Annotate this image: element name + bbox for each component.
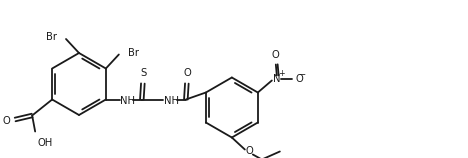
Text: O: O [272,51,280,61]
Text: O: O [296,73,304,83]
Text: N: N [273,73,281,83]
Text: O: O [184,69,192,79]
Text: +: + [278,69,285,78]
Text: O: O [2,115,10,125]
Text: OH: OH [37,139,52,149]
Text: Br: Br [46,32,57,42]
Text: NH: NH [164,95,179,106]
Text: Br: Br [128,48,139,58]
Text: NH: NH [120,95,135,106]
Text: −: − [298,69,306,78]
Text: O: O [246,146,254,157]
Text: S: S [141,69,147,79]
